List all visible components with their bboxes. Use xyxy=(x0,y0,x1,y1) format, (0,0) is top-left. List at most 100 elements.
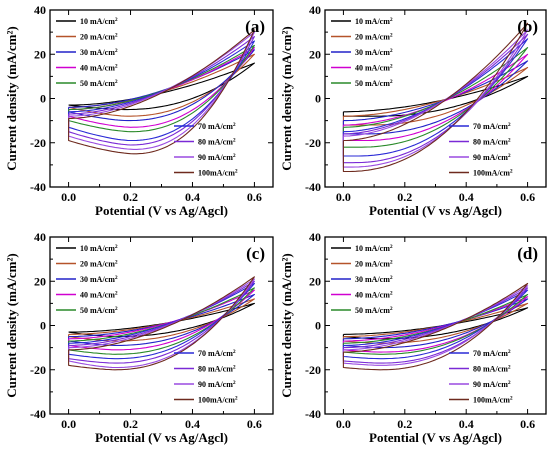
legend-label: 40 mA/cm2 xyxy=(355,291,393,300)
x-tick-label: 0.2 xyxy=(123,190,138,204)
legend-label: 70 mA/cm2 xyxy=(198,349,236,358)
x-tick-label: 0.4 xyxy=(459,417,474,431)
cv-curve-3 xyxy=(342,60,529,135)
legend-label: 10 mA/cm2 xyxy=(355,244,393,253)
x-axis-title: Potential (V vs Ag/Agcl) xyxy=(95,203,228,218)
cv-curve-9 xyxy=(68,29,255,155)
y-tick-label: 20 xyxy=(309,47,321,61)
panel-label: (c) xyxy=(246,244,265,263)
legend-label: 30 mA/cm2 xyxy=(355,48,393,57)
x-tick-label: 0.6 xyxy=(520,190,535,204)
cv-curve-7 xyxy=(342,287,529,364)
cv-curve-4 xyxy=(68,289,255,351)
x-tick-label: 0.6 xyxy=(247,417,262,431)
legend-label: 20 mA/cm2 xyxy=(80,260,118,269)
y-axis-title: Current density (mA/cm²) xyxy=(4,253,19,397)
x-tick-label: 0.4 xyxy=(185,417,200,431)
cv-curve-3 xyxy=(342,298,529,349)
cv-curve-8 xyxy=(342,285,529,366)
x-tick-label: 0.6 xyxy=(520,417,535,431)
x-tick-label: 0.0 xyxy=(61,190,76,204)
y-axis-title: Current density (mA/cm²) xyxy=(279,253,294,397)
legend-label: 100mA/cm2 xyxy=(198,396,238,405)
cv-curve-8 xyxy=(68,278,255,369)
legend-label: 80 mA/cm2 xyxy=(198,138,236,147)
legend-label: 70 mA/cm2 xyxy=(473,122,511,131)
y-axis-title: Current density (mA/cm²) xyxy=(279,26,294,170)
legend-label: 30 mA/cm2 xyxy=(355,275,393,284)
cv-curve-8 xyxy=(342,29,529,168)
x-tick-label: 0.2 xyxy=(397,417,412,431)
y-tick-label: -20 xyxy=(30,136,46,150)
y-tick-label: -20 xyxy=(305,136,321,150)
panel-a: 40 20 0 -20 -40 0.0 0.2 0.4 0.6 Potential (V vs A… xyxy=(4,3,274,218)
cv-curve-3 xyxy=(68,293,255,346)
cv-curve-4 xyxy=(342,296,529,353)
cv-curve-6 xyxy=(342,289,529,360)
legend-label: 40 mA/cm2 xyxy=(80,291,118,300)
cv-curve-2 xyxy=(68,53,255,117)
legend-label: 80 mA/cm2 xyxy=(473,365,511,374)
cv-curve-9 xyxy=(342,22,529,173)
legend-label: 90 mA/cm2 xyxy=(473,153,511,162)
legend-label: 20 mA/cm2 xyxy=(80,33,118,42)
cv-curve-6 xyxy=(68,40,255,142)
cv-curve-5 xyxy=(342,47,529,148)
cv-curve-6 xyxy=(342,38,529,157)
cv-curve-3 xyxy=(68,49,255,122)
y-tick-label: -20 xyxy=(305,363,321,377)
x-axis-title: Potential (V vs Ag/Agcl) xyxy=(369,203,502,218)
legend-label: 70 mA/cm2 xyxy=(473,349,511,358)
panel-d: 40 20 0 -20 -40 0.0 0.2 0.4 0.6 Potential (V vs A… xyxy=(279,230,547,445)
y-tick-label: 40 xyxy=(309,230,321,244)
y-tick-label: 20 xyxy=(34,274,46,288)
legend-label: 50 mA/cm2 xyxy=(355,79,393,88)
legend-label: 50 mA/cm2 xyxy=(80,79,118,88)
cv-curve-7 xyxy=(68,280,255,364)
cv-curve-9 xyxy=(342,282,529,371)
legend-label: 70 mA/cm2 xyxy=(198,122,236,131)
legend-label: 80 mA/cm2 xyxy=(198,365,236,374)
legend-label: 80 mA/cm2 xyxy=(473,138,511,147)
y-tick-label: 40 xyxy=(34,230,46,244)
panel-label: (b) xyxy=(517,17,538,36)
legend-label: 30 mA/cm2 xyxy=(80,275,118,284)
legend-label: 50 mA/cm2 xyxy=(355,306,393,315)
x-axis-title: Potential (V vs Ag/Agcl) xyxy=(369,430,502,445)
x-tick-label: 0.0 xyxy=(61,417,76,431)
y-tick-label: 0 xyxy=(315,319,321,333)
panel-c: 40 20 0 -20 -40 0.0 0.2 0.4 0.6 Potential (V vs A… xyxy=(4,230,274,445)
legend-label: 90 mA/cm2 xyxy=(473,380,511,389)
cv-curve-5 xyxy=(342,293,529,355)
x-tick-label: 0.2 xyxy=(397,190,412,204)
legend-label: 20 mA/cm2 xyxy=(355,33,393,42)
cv-curve-2 xyxy=(342,66,529,126)
legend-label: 10 mA/cm2 xyxy=(355,17,393,26)
y-tick-label: 20 xyxy=(34,47,46,61)
x-axis-title: Potential (V vs Ag/Agcl) xyxy=(95,430,228,445)
legend-label: 100mA/cm2 xyxy=(473,169,513,178)
x-tick-label: 0.0 xyxy=(336,190,351,204)
y-tick-label: -40 xyxy=(30,180,46,194)
x-tick-label: 0.4 xyxy=(459,190,474,204)
cv-curve-5 xyxy=(68,287,255,355)
cv-curve-2 xyxy=(342,302,529,344)
legend-label: 90 mA/cm2 xyxy=(198,153,236,162)
cv-curve-1 xyxy=(342,75,529,117)
cv-curve-5 xyxy=(68,44,255,133)
legend-label: 10 mA/cm2 xyxy=(80,244,118,253)
x-tick-label: 0.6 xyxy=(247,190,262,204)
panel-label: (a) xyxy=(245,17,265,36)
legend-label: 30 mA/cm2 xyxy=(80,48,118,57)
panel-label: (d) xyxy=(517,244,538,263)
y-tick-label: -40 xyxy=(30,407,46,421)
legend-label: 100mA/cm2 xyxy=(473,396,513,405)
cv-curve-9 xyxy=(68,276,255,371)
cv-curve-8 xyxy=(68,31,255,150)
legend-label: 90 mA/cm2 xyxy=(198,380,236,389)
legend-label: 40 mA/cm2 xyxy=(80,64,118,73)
y-tick-label: -20 xyxy=(30,363,46,377)
x-tick-label: 0.4 xyxy=(185,190,200,204)
legend-label: 50 mA/cm2 xyxy=(80,306,118,315)
